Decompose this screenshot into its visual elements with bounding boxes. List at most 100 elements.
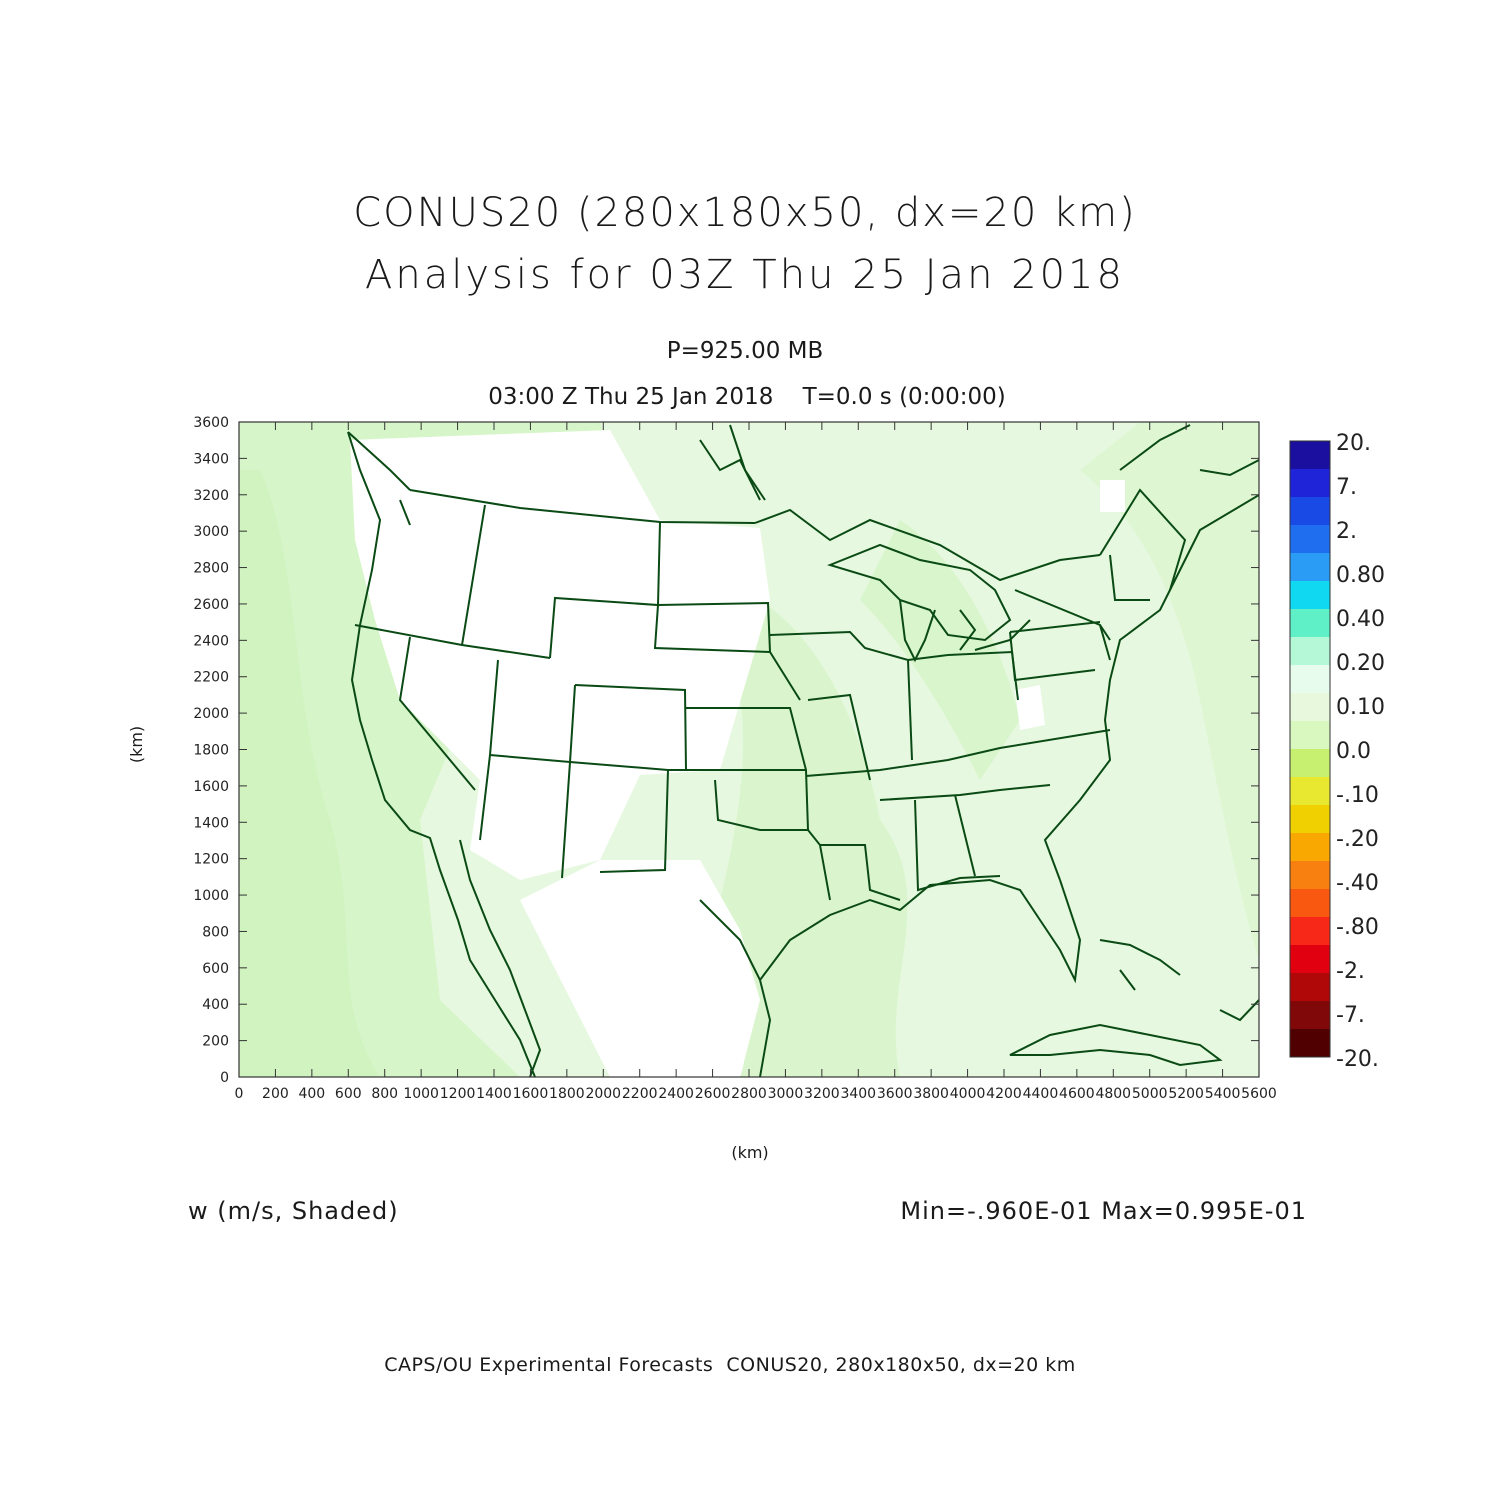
min-max-values: Min=-.960E-01 Max=0.995E-01: [900, 1197, 1307, 1225]
x-tick-label: 400: [298, 1086, 325, 1102]
colorbar-label: -2.: [1336, 959, 1365, 984]
x-tick-label: 3800: [913, 1086, 949, 1102]
colorbar-frame: [1289, 440, 1331, 1058]
x-tick-label: 4000: [950, 1086, 986, 1102]
main-title: CONUS20 (280x180x50, dx=20 km): [353, 190, 1137, 236]
colorbar-swatch: [1290, 525, 1330, 554]
colorbar: 20. 7. 2. 0.80 0.40 0.20 0.10 0.0 -.10 -.20 -.40 -.…: [1289, 431, 1385, 1072]
y-tick-label: 1600: [193, 779, 229, 795]
y-tick-label: 3200: [193, 488, 229, 504]
colorbar-swatch: [1290, 721, 1330, 750]
colorbar-swatch: [1290, 833, 1330, 862]
colorbar-swatch: [1290, 497, 1330, 526]
colorbar-label: 0.80: [1336, 563, 1385, 588]
y-tick-label: 0: [220, 1070, 229, 1086]
x-tick-label: 3600: [877, 1086, 913, 1102]
colorbar-label: 0.10: [1336, 695, 1385, 720]
y-tick-label: 1800: [193, 743, 229, 759]
pressure-level: P=925.00 MB: [666, 338, 824, 364]
y-tick-label: 3000: [193, 524, 229, 540]
x-tick-label: 5600: [1241, 1086, 1277, 1102]
colorbar-label: 7.: [1336, 475, 1357, 500]
x-tick-label: 5400: [1205, 1086, 1241, 1102]
analysis-title: Analysis for 03Z Thu 25 Jan 2018: [365, 252, 1125, 298]
y-tick-label: 2600: [193, 597, 229, 613]
colorbar-swatch: [1290, 553, 1330, 582]
y-tick-label: 2000: [193, 706, 229, 722]
colorbar-swatch: [1290, 637, 1330, 666]
colorbar-label: -.10: [1336, 783, 1379, 808]
x-tick-label: 2400: [658, 1086, 694, 1102]
x-tick-label: 5000: [1132, 1086, 1168, 1102]
y-tick-label: 1200: [193, 852, 229, 868]
x-tick-label: 1800: [549, 1086, 585, 1102]
x-tick-label: 3000: [768, 1086, 804, 1102]
colorbar-swatch: [1290, 1029, 1330, 1058]
colorbar-label: -20.: [1336, 1047, 1379, 1072]
colorbar-swatch: [1290, 945, 1330, 974]
x-tick-label: 2800: [731, 1086, 767, 1102]
colorbar-label: 0.40: [1336, 607, 1385, 632]
colorbar-label: 20.: [1336, 431, 1371, 456]
colorbar-label: -7.: [1336, 1003, 1365, 1028]
y-tick-label: 3600: [193, 415, 229, 431]
colorbar-swatch: [1290, 917, 1330, 946]
x-tick-label: 0: [235, 1086, 244, 1102]
y-tick-label: 800: [202, 924, 229, 940]
x-tick-label: 2600: [695, 1086, 731, 1102]
colorbar-label: -.80: [1336, 915, 1379, 940]
plot-frame: [238, 421, 1260, 1078]
colorbar-swatch: [1290, 609, 1330, 638]
colorbar-label: 2.: [1336, 519, 1357, 544]
colorbar-swatch: [1290, 889, 1330, 918]
x-tick-label: 1200: [440, 1086, 476, 1102]
x-tick-label: 4800: [1095, 1086, 1131, 1102]
x-tick-label: 1000: [403, 1086, 439, 1102]
x-tick-label: 3400: [840, 1086, 876, 1102]
y-tick-label: 1000: [193, 888, 229, 904]
x-tick-label: 800: [371, 1086, 398, 1102]
y-tick-label: 400: [202, 997, 229, 1013]
y-tick-label: 2200: [193, 670, 229, 686]
colorbar-swatch: [1290, 973, 1330, 1002]
x-tick-label: 4600: [1059, 1086, 1095, 1102]
colorbar-swatch: [1290, 805, 1330, 834]
x-tick-label: 600: [335, 1086, 362, 1102]
x-axis-label: (km): [731, 1143, 769, 1162]
y-tick-label: 3400: [193, 451, 229, 467]
colorbar-swatch: [1290, 1001, 1330, 1030]
x-tick-label: 1400: [476, 1086, 512, 1102]
x-tick-label: 5200: [1168, 1086, 1204, 1102]
colorbar-label: 0.20: [1336, 651, 1385, 676]
x-tick-label: 2200: [622, 1086, 658, 1102]
axis-ticks: 0 200 400 600 800 1000 1200 1400 1600 1800 2000 220…: [193, 415, 1276, 1102]
y-tick-label: 2800: [193, 561, 229, 577]
colorbar-label: 0.0: [1336, 739, 1371, 764]
x-tick-label: 4200: [986, 1086, 1022, 1102]
state-boundaries: [347, 424, 1259, 1077]
footer-credit: CAPS/OU Experimental Forecasts CONUS20, …: [384, 1354, 1076, 1376]
colorbar-swatch: [1290, 749, 1330, 778]
y-tick-label: 2400: [193, 633, 229, 649]
colorbar-label: -.20: [1336, 827, 1379, 852]
colorbar-swatch: [1290, 777, 1330, 806]
colorbar-swatch: [1290, 469, 1330, 498]
y-tick-label: 1400: [193, 815, 229, 831]
x-tick-label: 200: [262, 1086, 289, 1102]
shaded-field: [239, 422, 1259, 1077]
y-tick-label: 200: [202, 1034, 229, 1050]
colorbar-swatch: [1290, 581, 1330, 610]
colorbar-label: -.40: [1336, 871, 1379, 896]
y-axis-label: (km): [127, 725, 147, 764]
x-tick-label: 2000: [585, 1086, 621, 1102]
y-tick-label: 600: [202, 961, 229, 977]
colorbar-swatch: [1290, 861, 1330, 890]
colorbar-swatch: [1290, 441, 1330, 470]
colorbar-swatch: [1290, 693, 1330, 722]
x-tick-label: 1600: [513, 1086, 549, 1102]
colorbar-swatch: [1290, 665, 1330, 694]
x-tick-label: 3200: [804, 1086, 840, 1102]
valid-time: 03:00 Z Thu 25 Jan 2018 T=0.0 s (0:00:00…: [488, 384, 1006, 410]
x-tick-label: 4400: [1023, 1086, 1059, 1102]
field-description: w (m/s, Shaded): [188, 1197, 399, 1225]
